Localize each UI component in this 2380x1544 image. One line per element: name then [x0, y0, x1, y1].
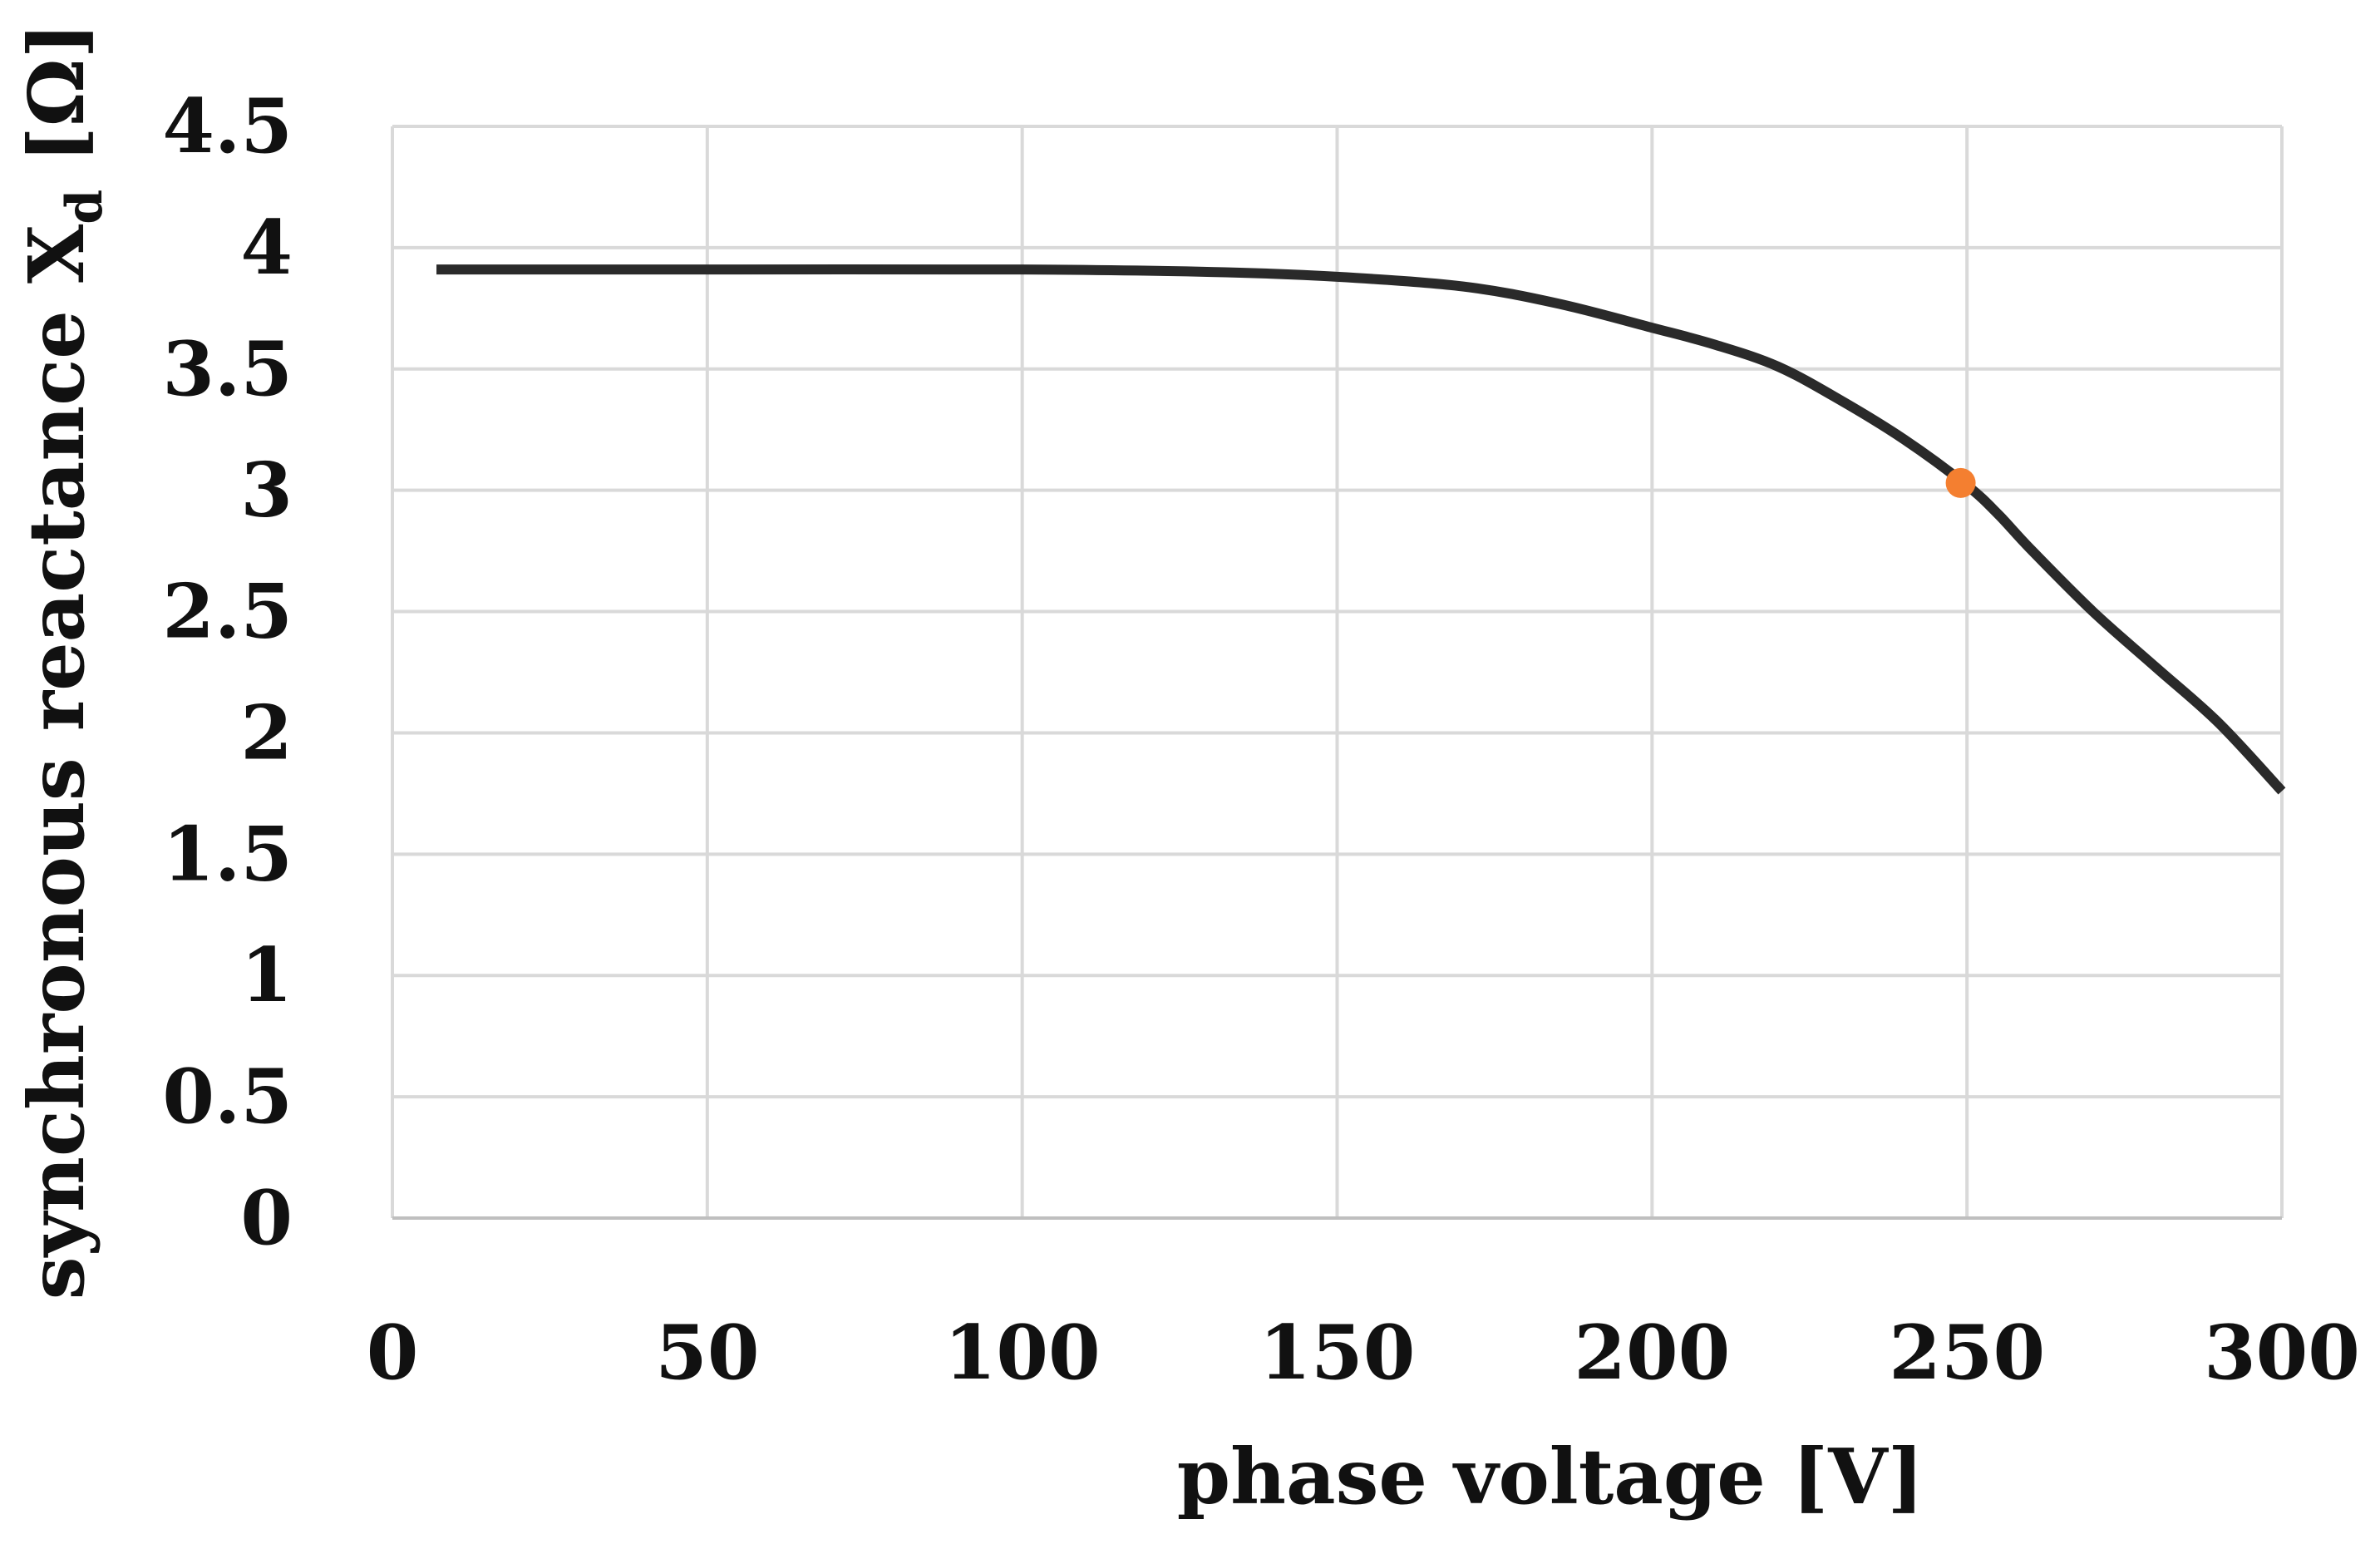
y-tick-label: 0.5: [162, 1053, 293, 1141]
x-tick-label: 150: [1259, 1309, 1416, 1397]
y-tick-label: 2.5: [162, 568, 293, 656]
y-axis-title: synchronous reactance Xd [Ω]: [12, 22, 114, 1300]
tick-labels: 0 0.5 1 1.5 2 2.5 3 3.5 4 4.5 0 50 100 150 200 250 300: [162, 82, 2360, 1397]
y-tick-label: 3: [240, 446, 293, 535]
y-tick-label: 4: [240, 204, 293, 292]
y-axis-title-subscript: d: [56, 190, 114, 224]
y-axis-title-main: synchronous reactance X: [12, 224, 101, 1300]
y-tick-label: 3.5: [162, 325, 293, 413]
x-axis-title: phase voltage [V]: [1177, 1432, 1924, 1522]
x-tick-label: 0: [367, 1309, 419, 1397]
grid: [391, 125, 2284, 1220]
y-tick-label: 4.5: [162, 82, 293, 170]
series-layer: [436, 264, 2286, 795]
y-tick-label: 1.5: [162, 810, 293, 898]
y-tick-label: 1: [240, 931, 293, 1019]
x-tick-label: 50: [655, 1309, 759, 1397]
x-tick-label: 200: [1574, 1309, 1730, 1397]
x-tick-label: 250: [1889, 1309, 2045, 1397]
x-tick-label: 300: [2204, 1309, 2360, 1397]
marker-layer: [1945, 467, 1976, 498]
y-tick-label: 0: [240, 1174, 293, 1262]
y-axis-title-unit: [Ω]: [12, 22, 101, 190]
series-line: [436, 264, 2286, 795]
operating-point-marker: [1945, 467, 1976, 498]
x-tick-label: 100: [944, 1309, 1101, 1397]
y-tick-label: 2: [240, 688, 293, 777]
